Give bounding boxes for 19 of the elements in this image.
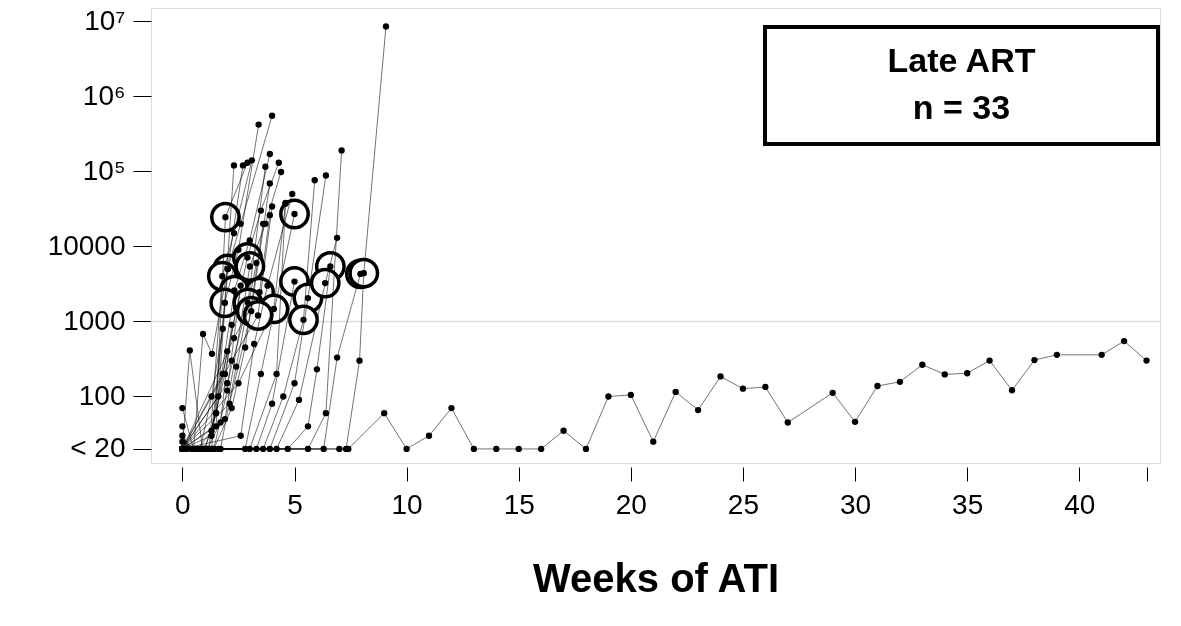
x-tick-label: 20	[615, 488, 647, 520]
annotation: Late ART	[887, 41, 1036, 79]
x-tick-label: 25	[727, 488, 760, 520]
x-tick-label: 40	[1064, 488, 1096, 520]
y-tick-label: 100	[78, 380, 126, 411]
x-tick-label: 15	[503, 488, 535, 520]
x-tick-label: 10	[391, 488, 423, 520]
y-tick-label: 10⁶	[82, 79, 126, 111]
x-tick-label: 5	[287, 488, 303, 520]
y-tick-label: 10000	[47, 229, 126, 261]
x-tick-label: 0	[175, 488, 191, 520]
y-tick-label: < 20	[70, 432, 126, 464]
y-tick-label: 10⁷	[84, 4, 126, 36]
y-tick-label: 1000	[63, 304, 126, 336]
x-tick-label: 35	[952, 488, 984, 520]
y-tick-label: 10⁵	[82, 154, 126, 186]
x-axis-title: Weeks of ATI	[533, 555, 779, 600]
annotation: n = 33	[912, 88, 1011, 126]
x-tick-label: 30	[839, 488, 872, 520]
